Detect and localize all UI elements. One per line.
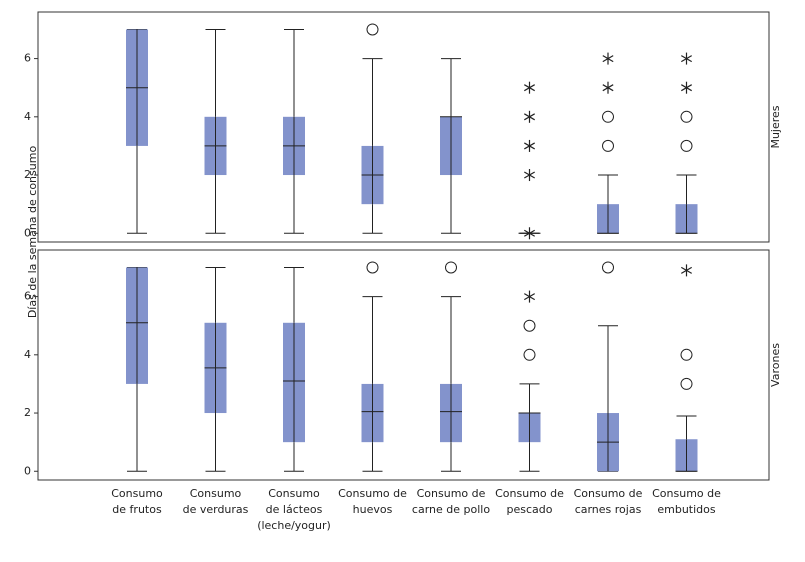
y-tick-label: 4 xyxy=(24,110,31,123)
outlier xyxy=(602,261,614,274)
panel-frame xyxy=(37,249,770,481)
x-tick-label: Consumo xyxy=(111,487,163,500)
extreme-stroke xyxy=(524,113,535,121)
x-tick-label: carne de pollo xyxy=(412,503,490,516)
extreme-stroke xyxy=(524,171,535,179)
y-tick-label: 2 xyxy=(24,406,31,419)
panel-label: Varones xyxy=(769,343,782,387)
extreme-stroke xyxy=(524,84,535,92)
extreme xyxy=(524,227,535,240)
extreme xyxy=(524,110,535,123)
x-tick-label: de verduras xyxy=(183,503,249,516)
x-tick-label: Consumo de xyxy=(338,487,407,500)
extreme-stroke xyxy=(681,266,692,274)
y-tick-label: 6 xyxy=(24,52,31,65)
x-tick-label: Consumo xyxy=(190,487,242,500)
outlier xyxy=(366,23,379,36)
extreme xyxy=(681,81,692,94)
outlier xyxy=(366,261,379,274)
extreme-stroke xyxy=(681,55,692,63)
extreme xyxy=(681,264,692,277)
y-tick-label: 0 xyxy=(24,464,31,477)
outlier xyxy=(680,377,693,390)
y-tick-label: 6 xyxy=(24,290,31,303)
extreme xyxy=(524,139,535,152)
x-tick-label: Consumo de xyxy=(574,487,643,500)
outlier xyxy=(445,261,457,274)
x-tick-label: de lácteos xyxy=(266,503,323,516)
panel-frame xyxy=(37,11,770,243)
x-tick-label: pescado xyxy=(507,503,553,516)
outlier xyxy=(602,110,614,123)
outlier xyxy=(680,139,693,152)
extreme xyxy=(524,81,535,94)
x-tick-label: Consumo xyxy=(268,487,320,500)
x-tick-label: (leche/yogur) xyxy=(257,519,331,532)
x-tick-label: de frutos xyxy=(112,503,162,516)
extreme-stroke xyxy=(524,229,535,237)
x-tick-label: huevos xyxy=(353,503,393,516)
y-tick-label: 0 xyxy=(24,226,31,239)
x-tick-label: Consumo de xyxy=(652,487,721,500)
extreme xyxy=(524,169,535,182)
y-tick-label: 2 xyxy=(24,168,31,181)
extreme-stroke xyxy=(524,142,535,150)
extreme xyxy=(602,81,614,94)
extreme xyxy=(524,290,535,303)
outlier xyxy=(523,319,536,332)
x-tick-label: embutidos xyxy=(657,503,716,516)
x-tick-label: Consumo de xyxy=(495,487,564,500)
y-axis-label: Días de la semana de consumo xyxy=(26,146,39,319)
outlier xyxy=(680,110,693,123)
outlier xyxy=(523,348,536,361)
outlier xyxy=(602,139,614,152)
extreme-stroke xyxy=(602,84,614,92)
extreme-stroke xyxy=(524,293,535,301)
extreme-stroke xyxy=(681,84,692,92)
extreme xyxy=(681,52,692,65)
extreme xyxy=(602,52,614,65)
x-tick-label: carnes rojas xyxy=(575,503,642,516)
y-tick-label: 4 xyxy=(24,348,31,361)
panel-label: Mujeres xyxy=(769,105,782,148)
x-tick-label: Consumo de xyxy=(417,487,486,500)
extreme-stroke xyxy=(602,55,614,63)
outlier xyxy=(680,348,693,361)
